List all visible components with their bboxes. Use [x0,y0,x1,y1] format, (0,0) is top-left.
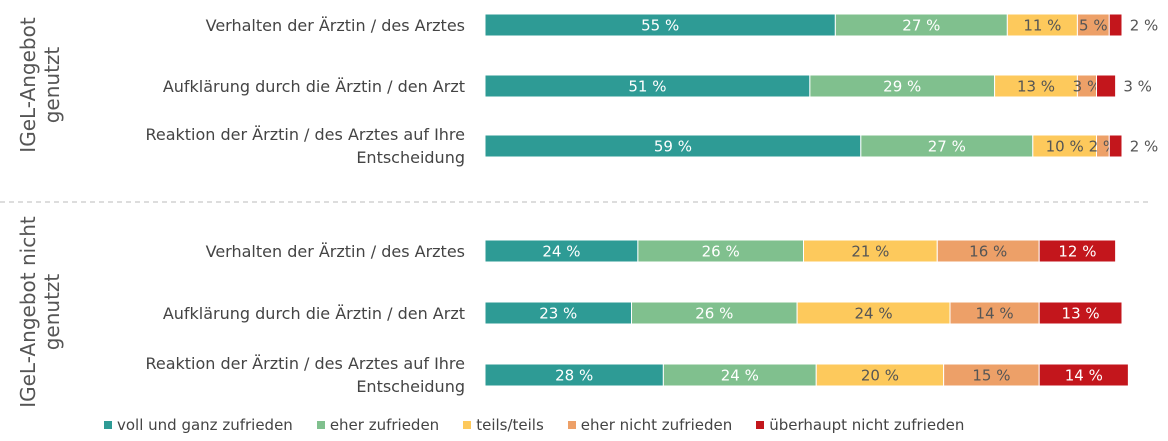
bar-segment [1038,301,1123,325]
value-label: 24 % [721,367,759,385]
legend-swatch [104,421,112,429]
legend-label: eher nicht zufrieden [580,416,733,434]
value-label: 16 % [969,243,1007,261]
value-label: 59 % [654,138,692,156]
value-label: 12 % [1058,243,1096,261]
value-label: 5 % [1079,17,1108,35]
value-label: 13 % [1017,78,1055,96]
legend-label: eher zufrieden [329,416,440,434]
legend-item: eher zufrieden [316,416,440,434]
value-label: 26 % [702,243,740,261]
legend-label: voll und ganz zufrieden [117,416,293,434]
value-label: 3 % [1073,78,1102,96]
legend-item: voll und ganz zufrieden [104,416,293,434]
value-label: 23 % [539,305,577,323]
value-label: 13 % [1062,305,1100,323]
value-label: 15 % [972,367,1010,385]
bar-segment [1038,239,1117,263]
value-label: 2 % [1130,17,1159,35]
category-label: Verhalten der Ärztin / des Arztes [205,15,465,35]
legend-swatch [463,421,472,429]
value-label: 27 % [902,17,940,35]
legend-item: überhaupt nicht zufrieden [756,416,964,434]
category-label: Aufklärung durch die Ärztin / den Arzt [162,76,465,96]
category-label: Reaktion der Ärztin / des Arztes auf Ihr… [145,354,465,396]
category-label: Reaktion der Ärztin / des Arztes auf Ihr… [145,125,465,167]
bar-segment [1108,134,1123,158]
value-label: 26 % [695,305,733,323]
legend-swatch [567,421,576,429]
bar-segment [1096,74,1117,98]
legend-swatch [756,421,765,429]
legend-label: überhaupt nicht zufrieden [769,416,965,434]
value-label: 51 % [628,78,666,96]
legend-item: eher nicht zufrieden [567,416,733,434]
value-label: 3 % [1123,78,1152,96]
category-label: Verhalten der Ärztin / des Arztes [205,241,465,261]
legend-item: teils/teils [463,416,544,434]
value-label: 2 % [1130,138,1159,156]
legend-swatch [316,421,325,429]
group-label: IGeL-Angebot nicht genutzt [16,216,64,408]
bar-segment [1108,13,1123,37]
value-label: 24 % [855,305,893,323]
group-label: IGeL-Angebot genutzt [16,17,64,153]
legend-label: teils/teils [476,416,544,434]
category-label: Aufklärung durch die Ärztin / den Arzt [162,303,465,323]
value-label: 24 % [542,243,580,261]
value-label: 27 % [928,138,966,156]
value-label: 28 % [555,367,593,385]
value-label: 55 % [641,17,679,35]
value-label: 14 % [976,305,1014,323]
value-label: 29 % [883,78,921,96]
bar-segment [1038,363,1129,387]
legend: voll und ganz zufrieden eher zufrieden tei… [104,416,964,434]
value-label: 21 % [851,243,889,261]
value-label: 11 % [1023,17,1061,35]
value-label: 14 % [1065,367,1103,385]
value-label: 10 % [1046,138,1084,156]
value-label: 20 % [861,367,899,385]
